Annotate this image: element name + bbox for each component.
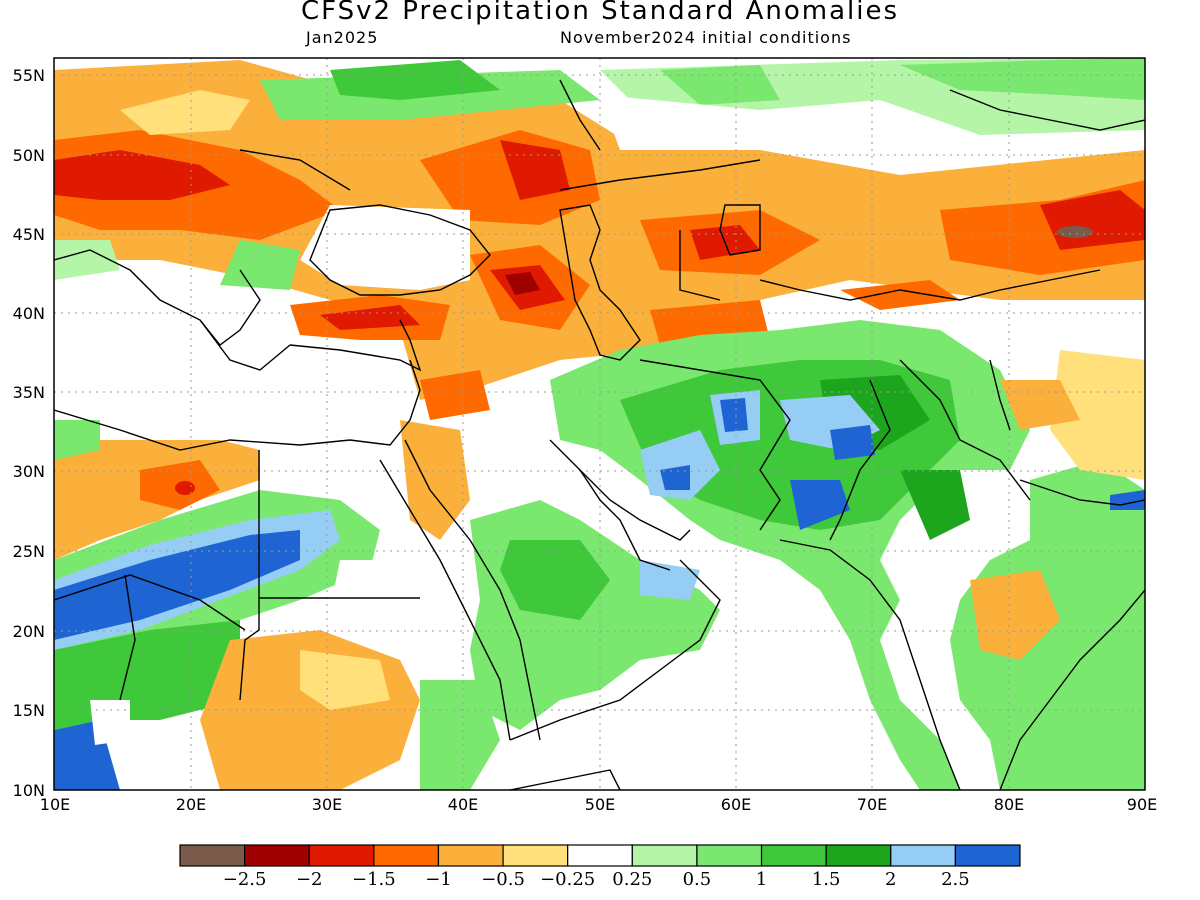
colorbar-label: −1: [425, 869, 452, 890]
colorbar-label: 2.5: [941, 869, 970, 890]
lat-tick-label: 30N: [13, 462, 45, 481]
lon-tick-label: 70E: [857, 795, 887, 814]
colorbar-label: −0.25: [540, 869, 595, 890]
lat-tick-label: 25N: [13, 542, 45, 561]
colorbar-label: 2: [885, 869, 896, 890]
colorbar-label: −2: [296, 869, 323, 890]
colorbar-swatch: [373, 844, 440, 867]
lon-tick-label: 30E: [312, 795, 342, 814]
coastlines-borders: [54, 79, 1145, 790]
colorbar-swatch: [179, 844, 246, 867]
lat-tick-label: 35N: [13, 383, 45, 402]
colorbar-swatch: [437, 844, 504, 867]
latitude-axis: 55N 50N 45N 40N 35N 30N 25N 20N 15N 10N: [13, 66, 45, 800]
lat-tick-label: 55N: [13, 66, 45, 85]
lat-tick-label: 40N: [13, 304, 45, 323]
colorbar-label: −0.5: [481, 869, 525, 890]
colorbar-swatch: [890, 844, 956, 867]
colorbar-swatch: [825, 844, 892, 867]
lat-tick-label: 50N: [13, 146, 45, 165]
colorbar-swatch: [631, 844, 698, 867]
colorbar-label: 1: [756, 869, 767, 890]
colorbar-swatch: [244, 844, 310, 867]
longitude-axis: 10E 20E 30E 40E 50E 60E 70E 80E 90E: [40, 795, 1157, 814]
lat-tick-label: 15N: [13, 701, 45, 720]
lon-tick-label: 80E: [994, 795, 1024, 814]
lon-tick-label: 50E: [585, 795, 615, 814]
lat-tick-label: 20N: [13, 622, 45, 641]
map-title: CFSv2 Precipitation Standard Anomalies: [300, 0, 900, 26]
lon-tick-label: 10E: [40, 795, 70, 814]
colorbar-label: 1.5: [812, 869, 841, 890]
plot-frame: [53, 57, 1146, 791]
colorbar-swatch: [567, 844, 633, 867]
lon-tick-label: 20E: [176, 795, 206, 814]
colorbar-label: −1.5: [352, 869, 396, 890]
colorbar-swatch: [954, 844, 1021, 867]
lat-tick-label: 10N: [13, 781, 45, 800]
colorbar-label: −2.5: [223, 869, 267, 890]
colorbar-label: 0.5: [683, 869, 712, 890]
valid-month-label: Jan2025: [306, 28, 379, 47]
anomaly-fill-layer: [54, 58, 1145, 790]
colorbar-legend: −2.5 −2 −1.5 −1 −0.5 −0.25 0.25 0.5 1 1.5 2 2.5: [179, 844, 1021, 890]
colorbar-swatch: [696, 844, 763, 867]
lon-tick-label: 40E: [448, 795, 478, 814]
lon-tick-label: 60E: [721, 795, 751, 814]
initial-conditions-label: November2024 initial conditions: [560, 28, 852, 47]
colorbar-swatch: [308, 844, 375, 867]
lat-lon-gridlines: [54, 58, 1145, 790]
colorbar-swatch: [760, 844, 827, 867]
colorbar-swatch: [502, 844, 569, 867]
lat-tick-label: 45N: [13, 225, 45, 244]
colorbar-label: 0.25: [612, 869, 652, 890]
lon-tick-label: 90E: [1127, 795, 1157, 814]
